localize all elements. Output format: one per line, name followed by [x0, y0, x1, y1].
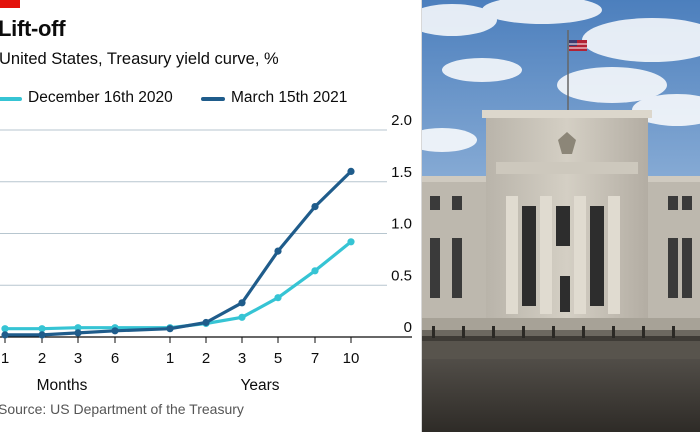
x-tick-label: 5 [274, 350, 282, 367]
legend-swatch-dec-2020 [0, 97, 22, 101]
data-point-s1 [274, 247, 282, 255]
data-point-s1 [74, 329, 82, 337]
chart-subtitle: United States, Treasury yield curve, % [0, 50, 279, 68]
x-tick-label: 6 [111, 350, 119, 367]
x-tick-label: 1 [1, 350, 9, 367]
legend-swatch-mar-2021 [201, 97, 225, 101]
chart-source: Source: US Department of the Treasury [0, 401, 244, 417]
y-tick-label: 1.5 [391, 164, 412, 181]
x-tick-label: 2 [202, 350, 210, 367]
x-tick-label: 3 [238, 350, 246, 367]
data-point-s0 [38, 325, 46, 333]
data-point-s0 [238, 313, 246, 321]
data-point-s1 [238, 299, 246, 307]
data-point-s1 [111, 327, 119, 335]
legend-label-dec-2020: December 16th 2020 [28, 89, 173, 106]
brand-tag [0, 0, 20, 8]
series-line-1 [3, 169, 353, 337]
data-point-s1 [311, 203, 319, 211]
chart-plot: 0 0.5 1.0 1.5 2.0 1 2 3 6 1 2 3 5 7 10 Months Years [0, 112, 412, 394]
y-tick-label: 1.0 [391, 216, 412, 233]
data-point-s0 [347, 238, 355, 246]
x-group-label: Years [240, 377, 279, 394]
data-point-s1 [347, 167, 355, 175]
x-tick-label: 1 [166, 350, 174, 367]
y-tick-label: 0 [404, 319, 412, 336]
data-point-s0 [311, 267, 319, 275]
chart-title: Lift-off [0, 16, 66, 41]
x-tick-label: 7 [311, 350, 319, 367]
data-point-s1 [166, 325, 174, 333]
x-tick-label: 10 [343, 350, 360, 367]
y-tick-label: 2.0 [391, 112, 412, 129]
panel-divider [421, 0, 422, 432]
legend-label-mar-2021: March 15th 2021 [231, 89, 348, 106]
x-tick-label: 2 [38, 350, 46, 367]
data-point-s1 [1, 331, 9, 339]
chart-panel: Lift-off United States, Treasury yield c… [0, 0, 412, 417]
y-tick-label: 0.5 [391, 267, 412, 284]
x-group-label: Months [37, 377, 88, 394]
data-point-s0 [274, 294, 282, 302]
data-point-s0 [74, 324, 82, 332]
federal-reserve-building-photo [422, 0, 700, 432]
data-point-s0 [1, 325, 9, 333]
x-tick-label: 3 [74, 350, 82, 367]
data-point-s1 [202, 318, 210, 327]
data-point-s1 [38, 331, 46, 339]
